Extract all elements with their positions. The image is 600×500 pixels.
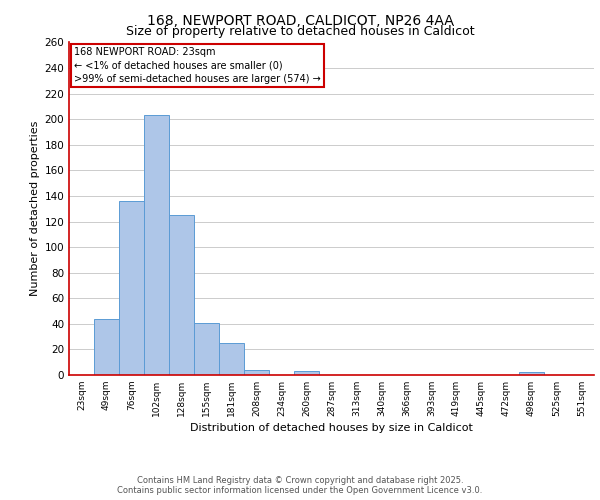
Bar [519, 372, 544, 375]
Bar [119, 201, 144, 375]
Bar [169, 215, 194, 375]
Bar [94, 318, 119, 375]
Bar [294, 371, 319, 375]
Bar [144, 116, 169, 375]
Bar [244, 370, 269, 375]
Bar [194, 322, 219, 375]
Bar [219, 343, 244, 375]
Text: Contains HM Land Registry data © Crown copyright and database right 2025.
Contai: Contains HM Land Registry data © Crown c… [118, 476, 482, 495]
Y-axis label: Number of detached properties: Number of detached properties [30, 121, 40, 296]
Text: Size of property relative to detached houses in Caldicot: Size of property relative to detached ho… [125, 25, 475, 38]
X-axis label: Distribution of detached houses by size in Caldicot: Distribution of detached houses by size … [190, 423, 473, 433]
Text: 168, NEWPORT ROAD, CALDICOT, NP26 4AA: 168, NEWPORT ROAD, CALDICOT, NP26 4AA [146, 14, 454, 28]
Text: 168 NEWPORT ROAD: 23sqm
← <1% of detached houses are smaller (0)
>99% of semi-de: 168 NEWPORT ROAD: 23sqm ← <1% of detache… [74, 48, 321, 84]
